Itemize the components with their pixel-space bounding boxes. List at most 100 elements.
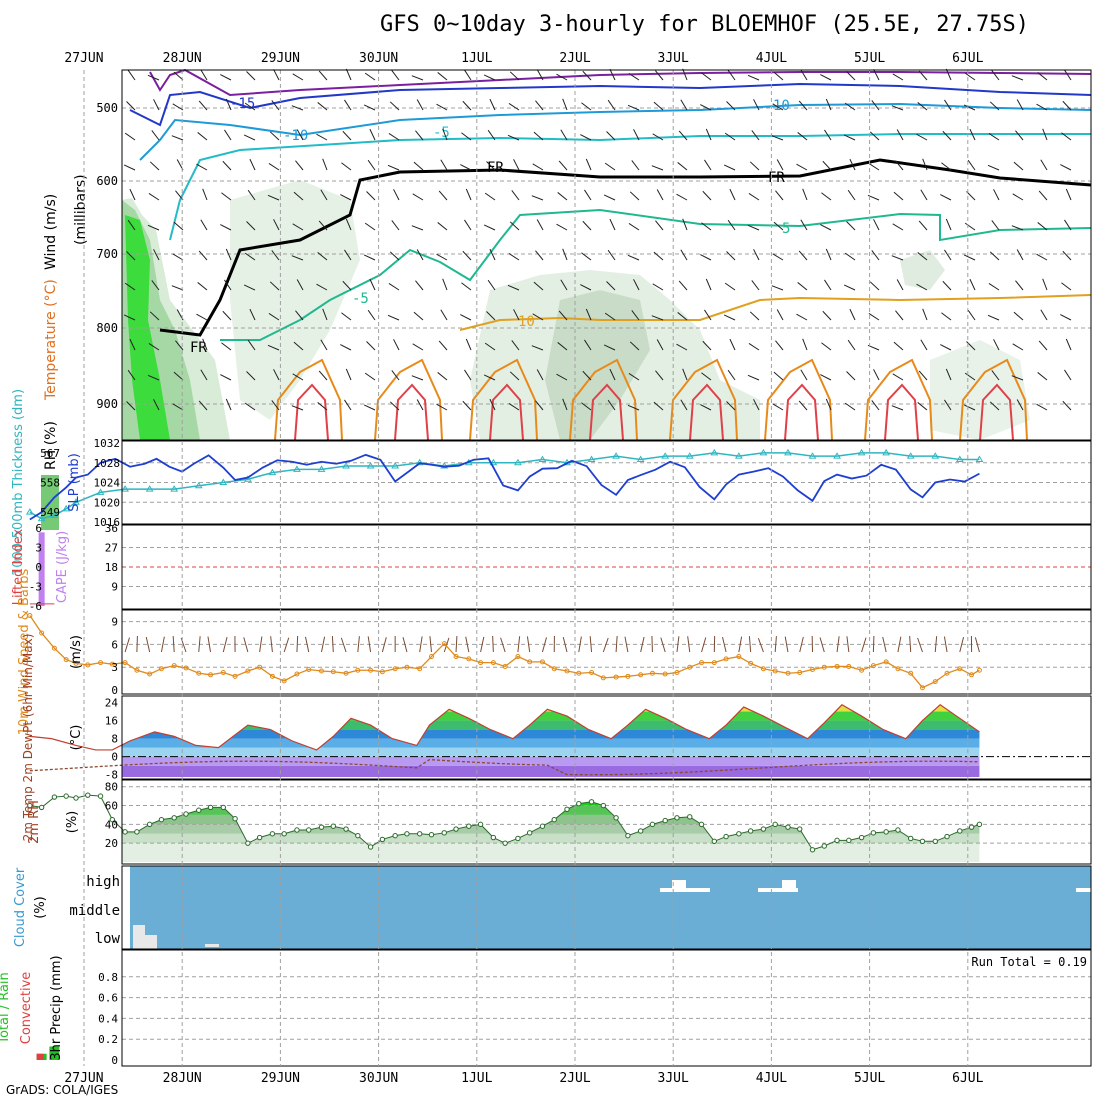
wind-speed-point	[625, 673, 631, 679]
thickness-tick-label: 558	[40, 477, 60, 490]
wind-barb	[751, 280, 760, 291]
rh-point	[564, 806, 570, 812]
thickness-point	[882, 448, 891, 456]
cape-tick-label: 27	[105, 542, 118, 555]
wind-barb	[464, 69, 472, 81]
pressure-tick-label: 600	[96, 174, 118, 188]
wind-speed-point	[147, 671, 153, 677]
wind-barb	[945, 368, 952, 381]
wind-barb	[225, 398, 232, 411]
wind-barb	[797, 132, 808, 141]
wind-barb	[246, 371, 256, 381]
wind-barb-10m	[660, 637, 666, 653]
wind-speed-point	[294, 671, 300, 677]
wind-barb	[440, 309, 448, 321]
wind-barb	[296, 129, 304, 141]
rh-point	[539, 823, 546, 829]
wind-barb	[1065, 188, 1072, 201]
temp-contour-20	[884, 383, 919, 441]
rh-point	[220, 804, 227, 811]
wind-barb	[148, 193, 160, 201]
wind-barb	[556, 373, 568, 381]
wind-barb	[1015, 280, 1024, 291]
wind-barb	[920, 339, 928, 351]
wind-speed-point	[748, 660, 754, 666]
wind-speed-point	[919, 685, 925, 691]
thickness-point	[25, 508, 34, 515]
wind-barb	[700, 104, 712, 111]
wind-barb	[868, 163, 880, 171]
slp-tick-label: 1020	[94, 496, 121, 509]
wind-speed-point	[723, 656, 729, 662]
rh-point	[171, 815, 177, 821]
footer-credit: GrADS: COLA/IGES	[6, 1083, 119, 1097]
wind-barb	[940, 344, 952, 351]
wind-barb	[415, 130, 424, 141]
wind-barb	[173, 221, 184, 231]
wind-barb	[582, 70, 592, 81]
lifted-tick-label: 6	[35, 522, 42, 535]
wind-barb	[1062, 400, 1072, 411]
wind-speed-point	[846, 663, 852, 669]
thickness-point	[489, 458, 498, 466]
thickness-point	[121, 485, 129, 492]
wind-barb	[723, 314, 736, 321]
wind-barb	[843, 134, 856, 141]
wind-barb-10m	[784, 636, 789, 653]
thickness-point	[514, 458, 522, 466]
wind-barb	[271, 100, 280, 111]
wind-barb-10m	[897, 636, 902, 653]
wind-barb-10m	[222, 637, 228, 653]
wind-barb	[846, 71, 856, 81]
wind-barb	[609, 218, 616, 231]
wind-barb	[796, 313, 808, 321]
wind-barb	[726, 101, 736, 111]
wind-barb	[585, 308, 592, 321]
wind-barb	[220, 374, 232, 381]
wind-speed-point	[134, 667, 140, 673]
wind-barb	[293, 191, 304, 201]
wind-barb	[342, 280, 352, 291]
wind-speed-point	[453, 654, 459, 660]
wind-speed-point	[760, 666, 766, 672]
wind-speed-point	[515, 654, 521, 660]
rh-point	[723, 833, 729, 840]
wind-barb	[507, 134, 520, 141]
rh-point	[51, 794, 58, 800]
wind-barb	[391, 70, 400, 81]
wind-barb	[922, 158, 928, 171]
wind-barb	[318, 70, 328, 81]
wind-barb	[751, 130, 760, 141]
wind-barb	[727, 219, 736, 231]
precip-axis-label: 3hr Precip (mm)	[49, 955, 64, 1060]
wind-barb	[891, 255, 904, 261]
wind-barb-10m	[259, 636, 263, 653]
temp-contour-20	[394, 383, 429, 441]
wind-barb	[243, 134, 256, 141]
wind-barb	[800, 69, 808, 81]
wind-barb	[224, 279, 232, 291]
temp-band	[122, 765, 980, 777]
wind-barb	[369, 278, 376, 291]
wind-barb	[292, 373, 304, 381]
wind-barb	[942, 280, 952, 291]
rh-point	[858, 834, 865, 841]
wind-barb	[966, 341, 976, 351]
wind-barb	[151, 130, 160, 141]
wind-speed-line	[29, 615, 980, 689]
wind-barb	[483, 74, 496, 81]
temp-axis-label: 2m Temp 2m DewPt (6hr Min/Max)	[21, 634, 35, 842]
thickness-point	[145, 485, 154, 492]
rh-point	[846, 837, 852, 844]
wind-speed-point	[699, 660, 705, 666]
wind-speed-point	[109, 661, 115, 667]
wind-barb	[820, 374, 832, 381]
date-label-top: 4JUL	[756, 51, 787, 66]
wind-barb	[1040, 159, 1048, 171]
cloud-level-high: high	[86, 874, 120, 890]
precip-tick-label: 0.4	[98, 1012, 118, 1025]
wind-barb	[682, 218, 688, 231]
thickness-point	[391, 462, 400, 469]
rh-point	[27, 802, 33, 809]
wind-barb	[580, 284, 592, 291]
